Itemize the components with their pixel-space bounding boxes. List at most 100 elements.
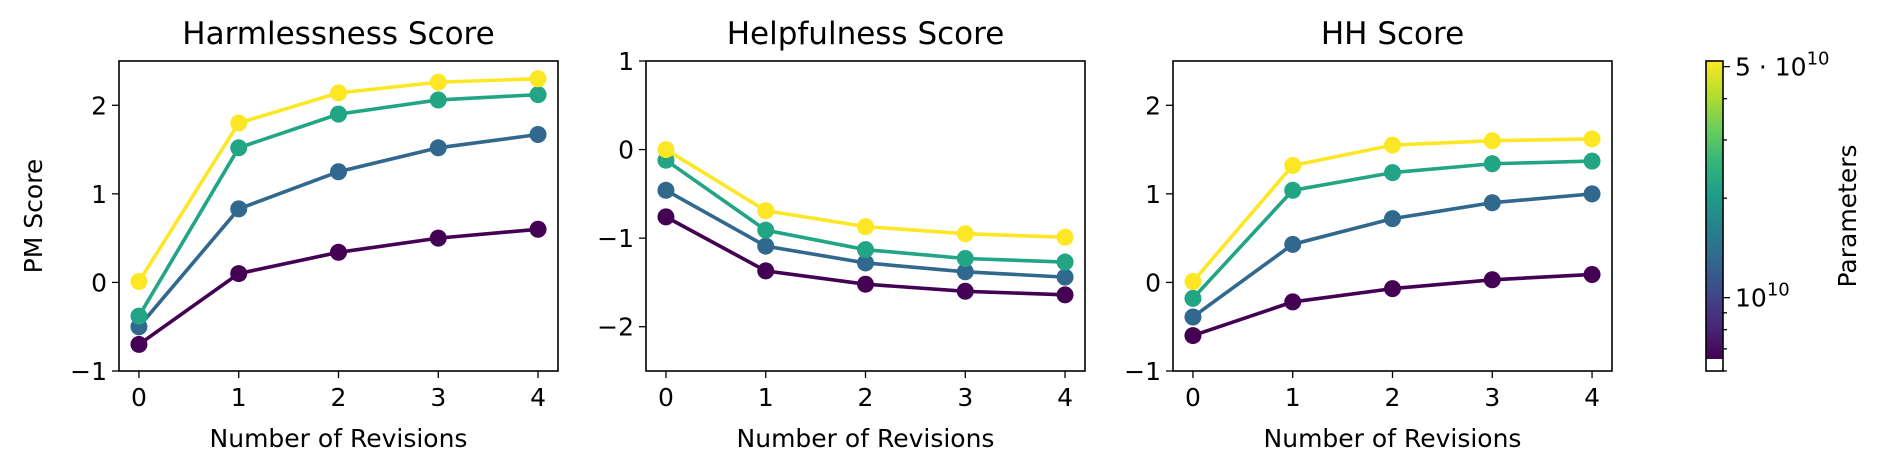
- series-2: [657, 181, 1074, 286]
- series-3: [657, 151, 1074, 271]
- y-tick-label: −1: [597, 224, 634, 253]
- data-point: [1284, 293, 1302, 311]
- data-point: [757, 262, 775, 280]
- colorbar-gradient: [1706, 61, 1723, 359]
- data-point: [529, 70, 547, 88]
- colorbar: 1010 5 · 1010 Parameters: [1705, 49, 1862, 372]
- data-point: [1384, 210, 1401, 228]
- y-tick-label: −2: [597, 313, 634, 342]
- x-tick-label: 0: [658, 383, 674, 412]
- data-point: [330, 163, 347, 181]
- data-point: [429, 139, 447, 157]
- y-tick-label: 1: [618, 47, 634, 76]
- data-point: [1056, 228, 1074, 246]
- x-tick-label: 3: [957, 383, 973, 412]
- data-point: [330, 84, 347, 102]
- data-point: [956, 225, 974, 243]
- data-point: [130, 307, 148, 325]
- data-point: [1184, 289, 1202, 307]
- data-point: [1583, 130, 1601, 148]
- data-point: [1056, 268, 1074, 286]
- data-point: [857, 254, 874, 272]
- series-1: [657, 208, 1074, 304]
- data-point: [1384, 136, 1401, 154]
- data-point: [1583, 265, 1601, 283]
- chart-title: Helpfulness Score: [727, 16, 1005, 52]
- data-point: [757, 237, 775, 255]
- data-point: [1483, 155, 1501, 173]
- series-1: [1184, 265, 1601, 345]
- data-point: [529, 220, 547, 238]
- data-point: [1384, 164, 1401, 182]
- data-point: [230, 114, 248, 132]
- series-line: [137, 92, 539, 318]
- x-tick-label: 0: [131, 383, 147, 412]
- data-point: [757, 202, 775, 220]
- series-4: [657, 141, 1074, 246]
- data-point: [956, 263, 974, 281]
- y-axis-label: PM Score: [19, 159, 48, 274]
- x-tick-label: 4: [530, 383, 546, 412]
- data-point: [1284, 181, 1302, 199]
- x-tick-label: 2: [858, 383, 874, 412]
- series-2: [130, 126, 547, 336]
- panel-2: 0 1 2 3 4 −2 −1 0 1 Helpfulness Score Number of Re…: [597, 16, 1086, 453]
- colorbar-frame: [1705, 60, 1724, 372]
- y-tick-label: 0: [1145, 268, 1161, 297]
- y-tick-label: 0: [618, 136, 634, 165]
- y-tick-label: 1: [1145, 180, 1161, 209]
- data-point: [130, 335, 148, 353]
- data-point: [1056, 286, 1074, 304]
- x-tick-label: 2: [1385, 383, 1401, 412]
- data-point: [1384, 280, 1401, 298]
- data-point: [1184, 273, 1202, 291]
- x-tick-label: 3: [1484, 383, 1500, 412]
- panel-1: 0 1 2 3 4 −1 0 1 2 Harmlessness Score Number of Re…: [19, 16, 559, 453]
- data-point: [330, 105, 347, 123]
- data-point: [657, 208, 675, 226]
- data-point: [956, 282, 974, 300]
- data-point: [529, 126, 547, 144]
- data-point: [857, 218, 874, 236]
- x-tick-label: 2: [331, 383, 347, 412]
- data-point: [529, 86, 547, 104]
- panel-3: 0 1 2 3 4 −1 0 1 2 HH Score Number of Revisions: [1124, 16, 1613, 453]
- data-point: [1483, 132, 1501, 150]
- x-axis-label: Number of Revisions: [210, 424, 468, 453]
- series-3: [1184, 152, 1601, 307]
- data-point: [657, 141, 675, 159]
- data-point: [857, 241, 874, 259]
- data-point: [429, 229, 447, 247]
- data-point: [230, 139, 248, 157]
- x-tick-label: 1: [231, 383, 247, 412]
- x-tick-label: 4: [1584, 383, 1600, 412]
- data-point: [230, 200, 248, 218]
- colorbar-tick-label: 5 · 1010: [1735, 49, 1829, 82]
- data-point: [130, 273, 148, 291]
- y-tick-label: 1: [91, 180, 107, 209]
- x-axis-label: Number of Revisions: [1264, 424, 1522, 453]
- y-tick-label: 2: [1145, 91, 1161, 120]
- x-tick-label: 1: [1285, 383, 1301, 412]
- series-2: [1184, 185, 1601, 326]
- data-point: [1284, 157, 1302, 175]
- data-point: [429, 73, 447, 91]
- data-point: [429, 91, 447, 109]
- y-tick-label: 0: [91, 268, 107, 297]
- series-1: [130, 220, 547, 353]
- chart-title: HH Score: [1321, 16, 1464, 52]
- data-point: [1483, 194, 1501, 212]
- series-3: [130, 86, 547, 325]
- data-point: [1284, 235, 1302, 253]
- data-point: [657, 181, 675, 199]
- colorbar-tick-label: 1010: [1735, 280, 1790, 313]
- x-tick-label: 0: [1185, 383, 1201, 412]
- y-tick-label: 2: [91, 91, 107, 120]
- data-point: [1184, 327, 1202, 345]
- data-point: [956, 250, 974, 268]
- data-point: [1483, 271, 1501, 289]
- data-point: [230, 265, 248, 283]
- chart-panels: 0 1 2 3 4 −1 0 1 2 Harmlessness Score Number of Re…: [19, 16, 1613, 453]
- series-4: [1184, 130, 1601, 291]
